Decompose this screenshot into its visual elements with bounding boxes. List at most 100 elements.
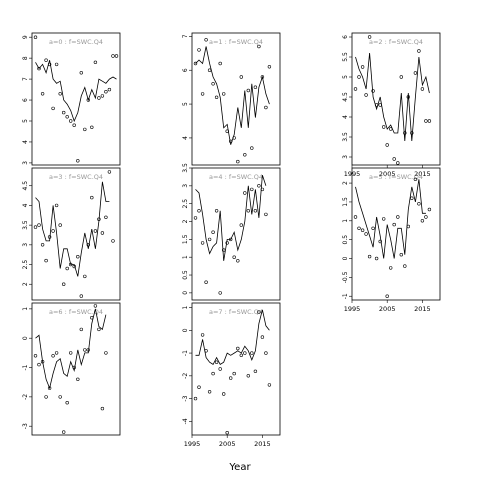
data-point — [214, 209, 219, 213]
data-point — [72, 264, 76, 269]
data-point — [193, 61, 198, 66]
data-point — [218, 61, 222, 66]
y-tick-label: 3.5 — [342, 132, 349, 142]
y-tick-label: 0 — [22, 336, 29, 340]
data-point — [86, 98, 91, 102]
y-tick-label: 0.5 — [182, 270, 189, 280]
data-point — [239, 353, 244, 357]
data-point — [392, 222, 396, 227]
data-point — [214, 95, 219, 100]
data-point — [197, 209, 201, 213]
data-point — [97, 96, 101, 100]
data-point — [207, 390, 212, 394]
data-point — [222, 392, 226, 396]
data-point — [104, 215, 108, 220]
data-point — [107, 87, 112, 92]
data-point — [104, 351, 108, 355]
data-point — [236, 159, 240, 164]
y-tick-label: -1 — [182, 350, 189, 356]
y-tick-label: 0 — [182, 291, 189, 295]
panel-title: a=1 : f=SWC.Q4 — [209, 38, 263, 46]
data-point — [214, 360, 219, 364]
data-point — [111, 54, 115, 58]
data-point — [403, 264, 407, 268]
data-point — [385, 143, 389, 147]
data-point — [76, 159, 80, 163]
data-point — [250, 351, 254, 355]
data-point — [253, 85, 258, 89]
data-point — [239, 75, 244, 79]
data-point — [264, 105, 268, 110]
data-point — [392, 157, 396, 161]
data-point — [86, 348, 91, 352]
data-point — [65, 266, 69, 271]
data-point — [65, 401, 69, 405]
data-point — [232, 136, 236, 140]
data-point — [427, 207, 432, 212]
data-point — [382, 217, 386, 221]
series-line — [355, 179, 426, 259]
data-point — [364, 93, 368, 97]
y-tick-label: -0.5 — [342, 271, 349, 283]
x-axis-label: Year — [228, 462, 251, 473]
data-point — [420, 219, 425, 223]
series-line — [195, 309, 270, 365]
data-point — [93, 60, 98, 64]
data-point — [68, 351, 73, 355]
data-point — [40, 92, 45, 96]
data-point — [420, 87, 425, 91]
data-point — [204, 280, 208, 284]
data-point — [229, 139, 233, 144]
data-point — [222, 248, 226, 252]
data-point — [427, 119, 432, 123]
data-point — [79, 71, 84, 75]
data-point — [104, 89, 108, 94]
y-tick-label: 1 — [22, 307, 29, 311]
y-tick-label: 3.5 — [182, 163, 189, 173]
data-point — [111, 239, 115, 243]
y-tick-label: 7 — [182, 34, 189, 38]
data-point — [100, 406, 105, 411]
data-point — [257, 310, 261, 314]
data-point — [389, 266, 393, 270]
panel-7: a=5 : f=SWC.Q4 -1 -0.5 0 0.5 1 1.5 2 1995 2005 201… — [342, 167, 441, 313]
data-point — [51, 354, 55, 358]
data-point — [222, 92, 226, 96]
data-point — [225, 129, 229, 133]
data-point — [218, 291, 222, 295]
data-point — [378, 103, 382, 107]
data-point — [193, 396, 198, 401]
data-point — [200, 333, 205, 337]
data-point — [225, 241, 229, 245]
data-point — [193, 216, 198, 220]
data-point — [83, 348, 87, 352]
y-tick-label: -2 — [22, 394, 29, 400]
data-point — [353, 215, 358, 219]
panel-title: a=2 : f=SWC.Q4 — [369, 38, 423, 46]
data-point — [260, 75, 265, 79]
y-tick-label: 6 — [182, 68, 189, 72]
data-point — [200, 241, 205, 245]
y-tick-label: 9 — [22, 35, 29, 39]
y-tick-label: 1 — [182, 255, 189, 259]
y-tick-label: 5.5 — [342, 52, 349, 62]
data-point — [236, 346, 240, 351]
data-point — [396, 161, 400, 165]
data-point — [100, 94, 105, 98]
data-point — [211, 82, 215, 86]
data-point — [250, 146, 254, 150]
data-point — [374, 256, 379, 261]
panel-frame — [351, 32, 441, 166]
y-tick-label: 4.5 — [342, 92, 349, 102]
data-point — [406, 95, 410, 99]
panel-frame — [31, 302, 121, 436]
y-tick-label: 2 — [22, 282, 29, 286]
data-point — [371, 226, 375, 231]
data-point — [90, 195, 94, 200]
data-point — [267, 65, 272, 69]
series-line — [195, 174, 267, 261]
data-point — [413, 177, 418, 182]
data-point — [76, 377, 80, 381]
data-point — [90, 316, 94, 320]
